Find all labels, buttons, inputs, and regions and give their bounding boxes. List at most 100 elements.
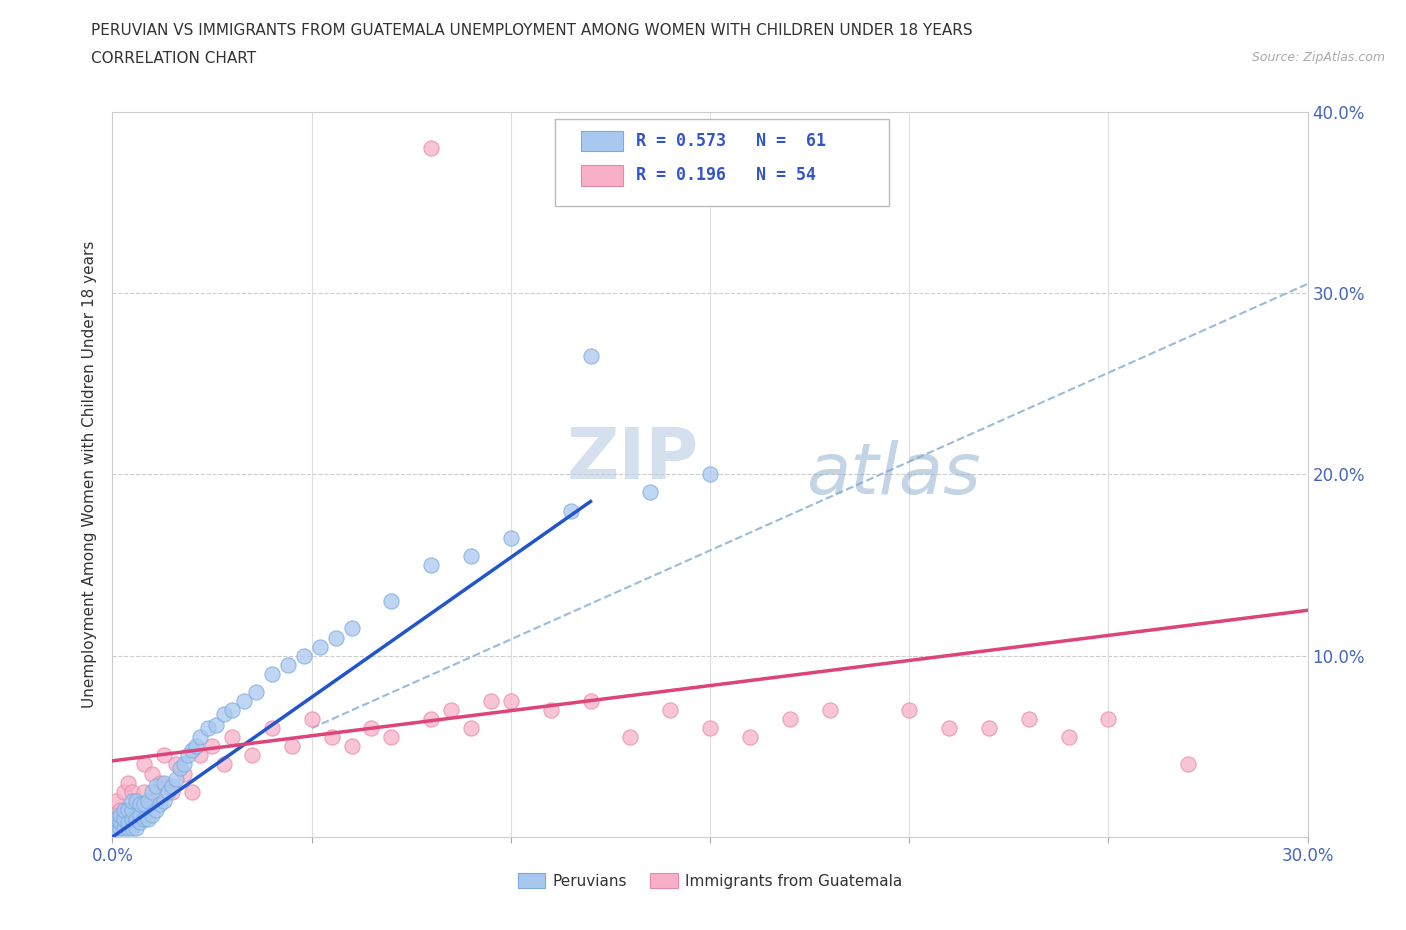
Text: CORRELATION CHART: CORRELATION CHART	[91, 51, 256, 66]
Text: PERUVIAN VS IMMIGRANTS FROM GUATEMALA UNEMPLOYMENT AMONG WOMEN WITH CHILDREN UND: PERUVIAN VS IMMIGRANTS FROM GUATEMALA UN…	[91, 23, 973, 38]
Point	[121, 784, 143, 799]
Y-axis label: Unemployment Among Women with Children Under 18 years: Unemployment Among Women with Children U…	[82, 241, 97, 708]
Point	[579, 694, 602, 709]
Point	[105, 793, 128, 808]
Point	[141, 784, 163, 799]
Point	[162, 784, 183, 799]
Point	[197, 721, 219, 736]
Point	[145, 778, 167, 793]
Point	[105, 820, 128, 835]
Point	[277, 658, 299, 672]
Point	[186, 738, 208, 753]
Point	[818, 703, 841, 718]
Text: R = 0.573   N =  61: R = 0.573 N = 61	[636, 132, 825, 151]
Point	[245, 684, 267, 699]
Point	[221, 730, 243, 745]
Point	[153, 776, 176, 790]
Point	[114, 803, 135, 817]
Point	[499, 694, 522, 709]
Point	[659, 703, 682, 718]
Point	[125, 811, 148, 827]
Point	[738, 730, 761, 745]
Point	[308, 639, 330, 654]
Point	[977, 721, 1000, 736]
Point	[499, 530, 522, 545]
Point	[162, 778, 183, 793]
Point	[121, 793, 143, 808]
Point	[479, 694, 502, 709]
Point	[169, 761, 191, 776]
Point	[340, 738, 363, 753]
Point	[134, 811, 156, 827]
Point	[110, 803, 132, 817]
Point	[240, 748, 263, 763]
Point	[380, 730, 402, 745]
Text: Source: ZipAtlas.com: Source: ZipAtlas.com	[1251, 51, 1385, 64]
Point	[321, 730, 343, 745]
Point	[121, 811, 143, 827]
Point	[105, 811, 128, 827]
Point	[157, 784, 180, 799]
Point	[292, 648, 315, 663]
Point	[129, 815, 152, 830]
Point	[149, 797, 172, 812]
Point	[898, 703, 921, 718]
Point	[153, 748, 176, 763]
Point	[173, 766, 195, 781]
Bar	[581, 166, 623, 186]
Point	[125, 793, 148, 808]
Point	[212, 706, 235, 721]
Point	[141, 793, 163, 808]
Point	[233, 694, 256, 709]
Text: R = 0.196   N = 54: R = 0.196 N = 54	[636, 166, 815, 184]
Point	[440, 703, 463, 718]
Point	[110, 820, 132, 835]
Point	[360, 721, 382, 736]
Point	[201, 738, 224, 753]
Point	[121, 811, 143, 827]
Point	[117, 815, 139, 830]
Point	[260, 667, 283, 682]
Point	[114, 811, 135, 827]
Point	[110, 815, 132, 830]
Point	[281, 738, 304, 753]
Point	[114, 811, 135, 827]
Point	[114, 784, 135, 799]
Point	[380, 594, 402, 609]
Point	[117, 803, 139, 817]
Point	[699, 467, 721, 482]
Text: ZIP: ZIP	[567, 425, 699, 494]
Point	[579, 349, 602, 364]
Point	[149, 776, 172, 790]
Point	[121, 803, 143, 817]
Point	[1177, 757, 1199, 772]
Point	[1097, 711, 1119, 726]
Point	[212, 757, 235, 772]
Point	[619, 730, 641, 745]
Point	[540, 703, 562, 718]
Point	[340, 621, 363, 636]
Point	[105, 811, 128, 827]
Point	[420, 558, 443, 573]
Point	[325, 631, 347, 645]
Point	[114, 820, 135, 835]
Point	[165, 757, 187, 772]
Point	[125, 820, 148, 835]
Point	[420, 711, 443, 726]
Point	[129, 803, 152, 817]
Bar	[581, 131, 623, 152]
Point	[460, 549, 482, 564]
Point	[173, 757, 195, 772]
Point	[153, 793, 176, 808]
Legend: Peruvians, Immigrants from Guatemala: Peruvians, Immigrants from Guatemala	[512, 867, 908, 895]
Point	[117, 820, 139, 835]
Point	[129, 797, 152, 812]
Point	[205, 717, 228, 732]
Point	[1057, 730, 1080, 745]
Point	[129, 808, 152, 823]
Text: atlas: atlas	[806, 440, 980, 509]
Point	[121, 820, 143, 835]
Point	[117, 776, 139, 790]
Point	[640, 485, 662, 500]
Point	[181, 742, 204, 757]
